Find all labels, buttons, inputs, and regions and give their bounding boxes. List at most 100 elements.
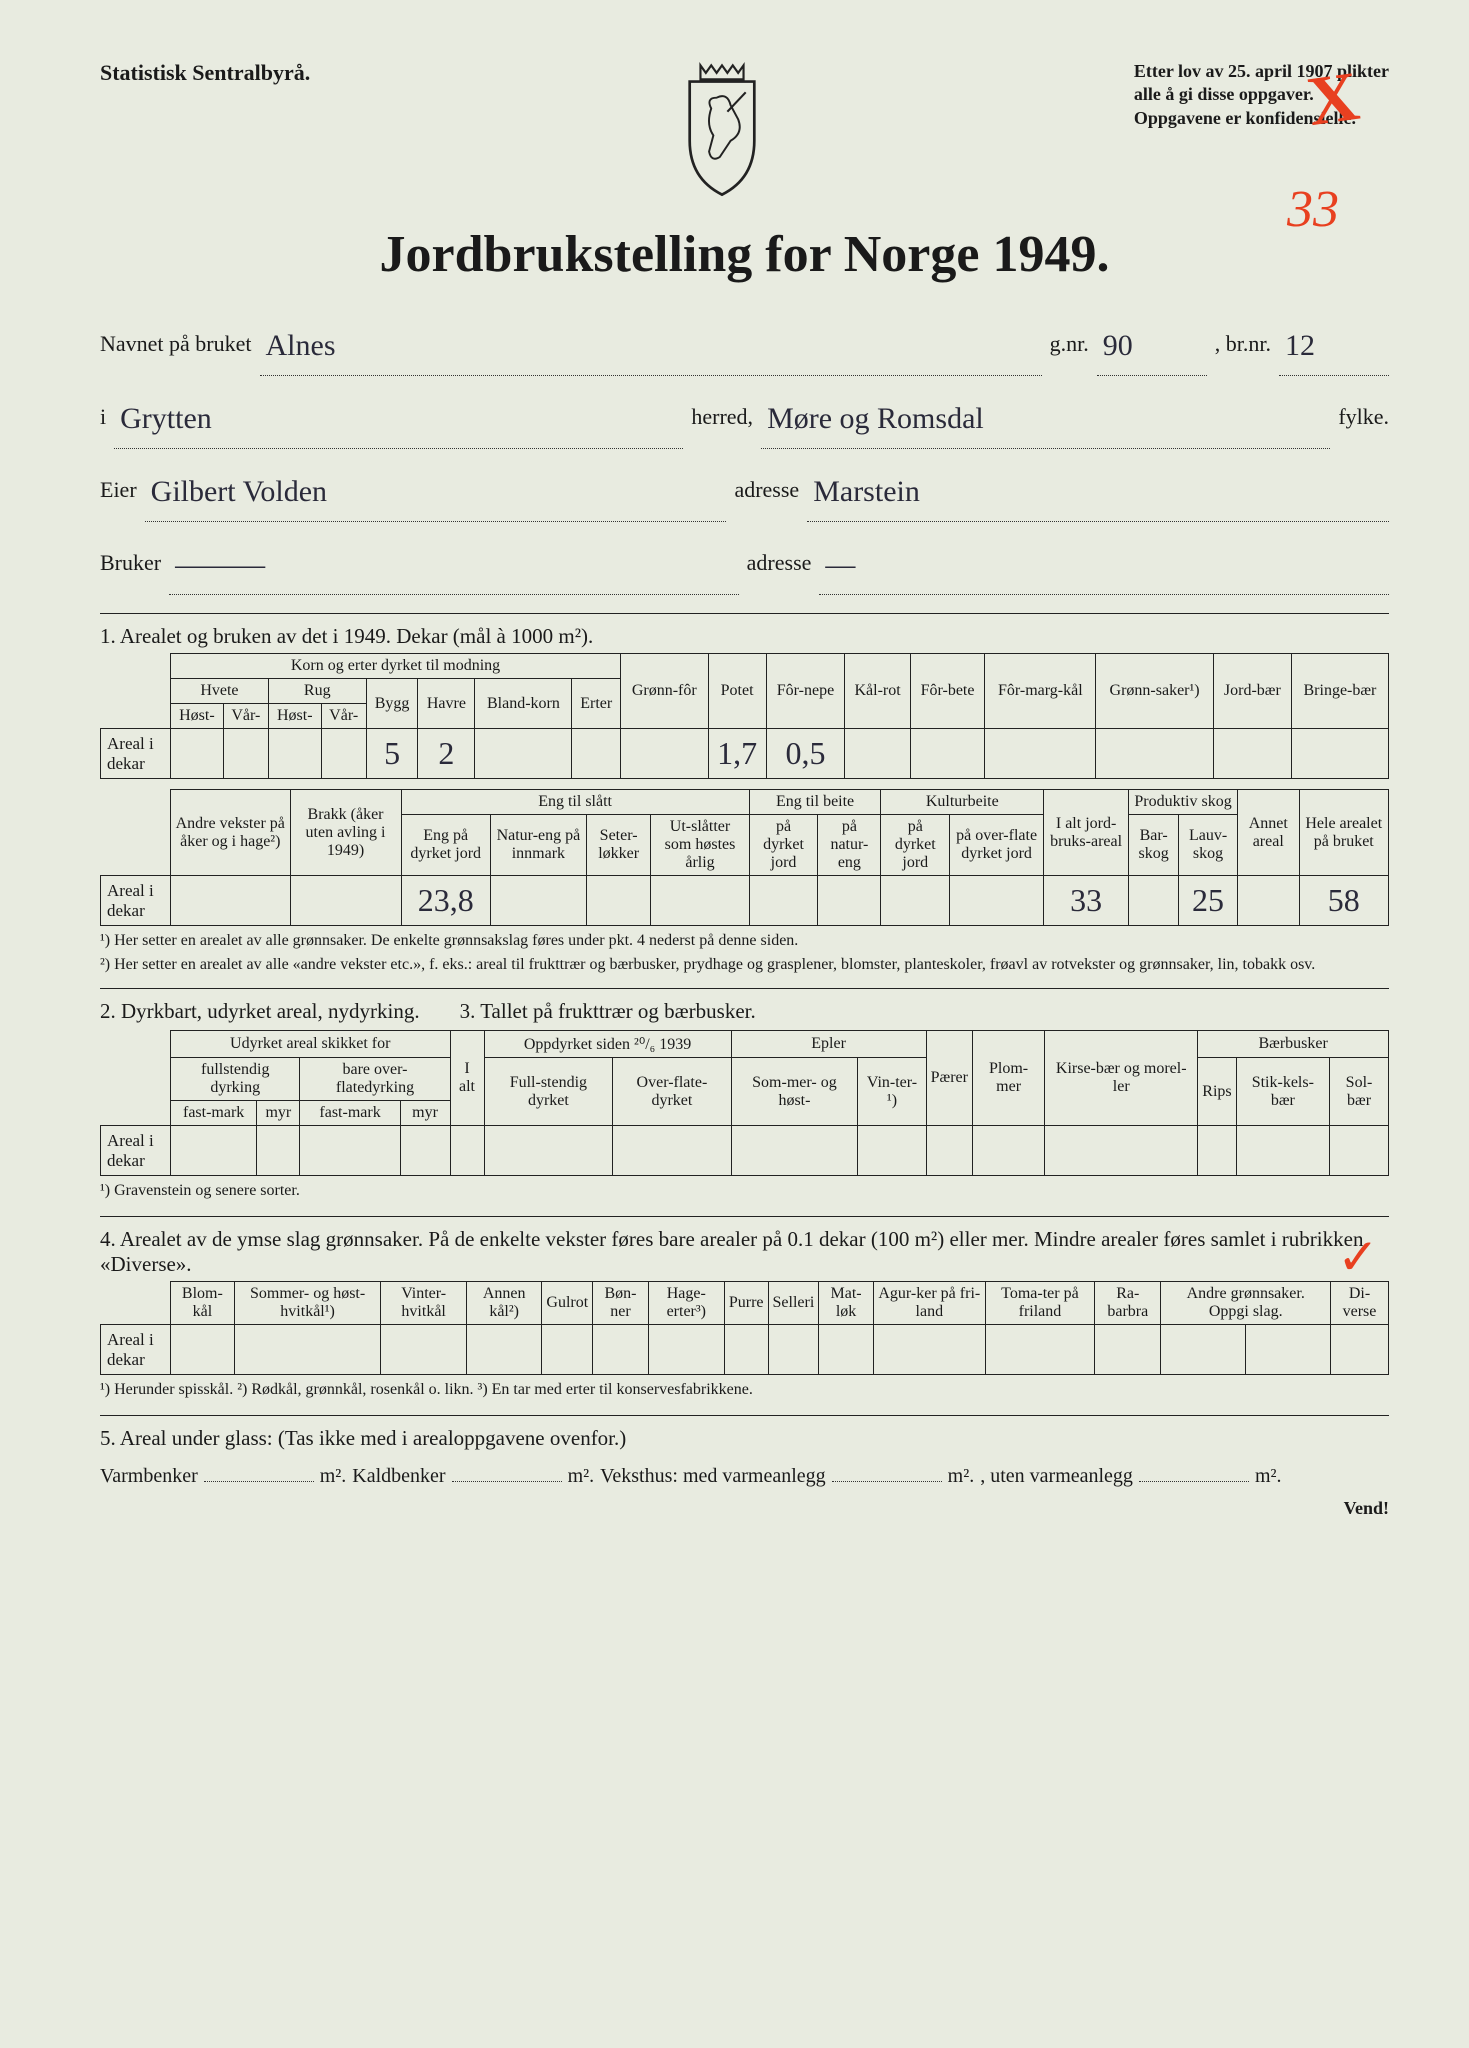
h-bland: Bland-korn xyxy=(475,679,572,729)
h-ialt: I alt jord-bruks-areal xyxy=(1044,790,1129,876)
h-barskog: Bar-skog xyxy=(1129,815,1179,876)
h-vinter: Vin-ter-¹) xyxy=(858,1058,926,1126)
section-4-title: 4. Arealet av de ymse slag grønnsaker. P… xyxy=(100,1216,1389,1277)
h-rug: Rug xyxy=(268,679,366,704)
h-kultur: Kulturbeite xyxy=(881,790,1044,815)
table-row: Areal i dekar 23,8 33 25 58 xyxy=(101,876,1389,926)
h-utslatt: Ut-slåtter som høstes årlig xyxy=(651,815,749,876)
label-herred: herred, xyxy=(691,393,753,441)
h-kultover: på over-flate dyrket jord xyxy=(950,815,1044,876)
h-epler: Epler xyxy=(731,1031,926,1058)
h-prodskog: Produktiv skog xyxy=(1129,790,1238,815)
l-vekst: Veksthus: med varmeanlegg xyxy=(600,1465,826,1488)
c4-4: Gulrot xyxy=(542,1282,593,1325)
footnote-1: ¹) Her setter en arealet av alle grønnsa… xyxy=(100,932,1389,950)
table-row: Areal i dekar xyxy=(101,1325,1389,1375)
section-3-title: 3. Tallet på frukttrær og bærbusker. xyxy=(460,999,756,1024)
v-lauv: 25 xyxy=(1179,876,1238,926)
c4-7: Purre xyxy=(724,1282,768,1325)
value-eier: Gilbert Volden xyxy=(151,475,327,508)
footnote-4: ¹) Herunder spisskål. ²) Rødkål, grønnkå… xyxy=(100,1381,1389,1399)
h-beitenatur: på natur-eng xyxy=(818,815,881,876)
h-host2: Høst- xyxy=(268,704,321,729)
c4-9: Mat-løk xyxy=(819,1282,874,1325)
value-brnr: 12 xyxy=(1285,329,1315,362)
red-number-annotation: 33 xyxy=(1287,180,1339,239)
c4-diverse: Di-verse xyxy=(1331,1282,1389,1325)
h-plommer: Plom-mer xyxy=(972,1031,1044,1126)
table-2-3: Udyrket areal skikket for I alt Oppdyrke… xyxy=(100,1030,1389,1176)
value-bruket: Alnes xyxy=(266,329,336,362)
c4-8: Selleri xyxy=(768,1282,819,1325)
identity-block: Navnet på bruket Alnes g.nr. 90 , br.nr.… xyxy=(100,309,1389,595)
label-bruker: Bruker xyxy=(100,539,161,587)
h-myr2: myr xyxy=(400,1101,450,1126)
form-title: Jordbrukstelling for Norge 1949. xyxy=(100,225,1389,284)
label-i: i xyxy=(100,393,106,441)
h-gronnfor: Grønn-fôr xyxy=(621,654,709,729)
table-1b: Andre vekster på åker og i hage²) Brakk … xyxy=(100,789,1389,926)
c4-2: Vinter-hvitkål xyxy=(381,1282,466,1325)
table-row: Areal i dekar xyxy=(101,1126,1389,1176)
value-kommune: Grytten xyxy=(120,402,212,435)
crest-icon xyxy=(667,60,777,200)
u2: m². xyxy=(568,1465,595,1488)
l-uten: , uten varmeanlegg xyxy=(980,1465,1133,1488)
section-1-title: 1. Arealet og bruken av det i 1949. Deka… xyxy=(100,613,1389,649)
value-adresse2: — xyxy=(825,548,855,581)
value-fylke: Møre og Romsdal xyxy=(767,402,984,435)
value-gnr: 90 xyxy=(1103,329,1133,362)
h-ialt2: I alt xyxy=(450,1031,484,1126)
h-baer: Bærbusker xyxy=(1198,1031,1389,1058)
h-full: fullstendig dyrking xyxy=(171,1058,300,1101)
c4-11: Toma-ter på friland xyxy=(985,1282,1094,1325)
h-udyrket: Udyrket areal skikket for xyxy=(171,1031,451,1058)
h-rips: Rips xyxy=(1198,1058,1236,1126)
v-fornepe: 0,5 xyxy=(766,729,845,779)
table-4: Blom-kål Sommer- og høst-hvitkål¹) Vinte… xyxy=(100,1281,1389,1375)
v-eng: 23,8 xyxy=(401,876,490,926)
c4-5: Bøn-ner xyxy=(593,1282,649,1325)
label-adresse2: adresse xyxy=(747,539,812,587)
u4: m². xyxy=(1255,1465,1282,1488)
coat-of-arms xyxy=(652,60,792,205)
h-korn: Korn og erter dyrket til modning xyxy=(171,654,621,679)
h-potet: Potet xyxy=(708,654,766,729)
header-row: Statistisk Sentralbyrå. Etter lov av 25.… xyxy=(100,60,1389,205)
h-bringe: Bringe-bær xyxy=(1291,654,1388,729)
h-forbete: Fôr-bete xyxy=(910,654,985,729)
v-bygg: 5 xyxy=(366,729,418,779)
u3: m². xyxy=(948,1465,975,1488)
c4-0: Blom-kål xyxy=(171,1282,235,1325)
l-kald: Kaldbenker xyxy=(352,1465,445,1488)
footnote-2: ²) Her setter en arealet av alle «andre … xyxy=(100,956,1389,974)
vend-label: Vend! xyxy=(100,1498,1389,1519)
c4-1: Sommer- og høst-hvitkål¹) xyxy=(234,1282,381,1325)
label-brnr: , br.nr. xyxy=(1215,320,1271,368)
h-brakk: Brakk (åker uten avling i 1949) xyxy=(290,790,401,876)
h-myr1: myr xyxy=(257,1101,300,1126)
h-gronn: Grønn-saker¹) xyxy=(1096,654,1213,729)
value-bruker: ——— xyxy=(175,548,265,581)
c4-12: Ra-barbra xyxy=(1095,1282,1161,1325)
h-fornepe: Fôr-nepe xyxy=(766,654,845,729)
h-paerer: Pærer xyxy=(926,1031,972,1126)
h-bare: bare over-flatedyrking xyxy=(300,1058,450,1101)
h-kultdyrket: på dyrket jord xyxy=(881,815,950,876)
h-andre: Andre vekster på åker og i hage²) xyxy=(171,790,291,876)
h-hele: Hele arealet på bruket xyxy=(1299,790,1388,876)
h-lauvskog: Lauv-skog xyxy=(1179,815,1238,876)
h-beitedyrket: på dyrket jord xyxy=(749,815,818,876)
row-label-2: Areal i dekar xyxy=(101,1126,171,1176)
red-check-annotation: ✓ xyxy=(1337,1228,1379,1286)
h-var2: Vår- xyxy=(321,704,366,729)
label-gnr: g.nr. xyxy=(1050,320,1089,368)
h-hvete: Hvete xyxy=(171,679,269,704)
h-engslatt: Eng til slått xyxy=(401,790,749,815)
h-jordbaer: Jord-bær xyxy=(1213,654,1291,729)
table-row: Areal i dekar 5 2 1,7 0,5 xyxy=(101,729,1389,779)
l-varm: Varmbenker xyxy=(100,1465,198,1488)
h-stikkels: Stik-kels-bær xyxy=(1236,1058,1329,1126)
row-label-1b: Areal i dekar xyxy=(101,876,171,926)
section-5-title: 5. Areal under glass: (Tas ikke med i ar… xyxy=(100,1415,1389,1451)
